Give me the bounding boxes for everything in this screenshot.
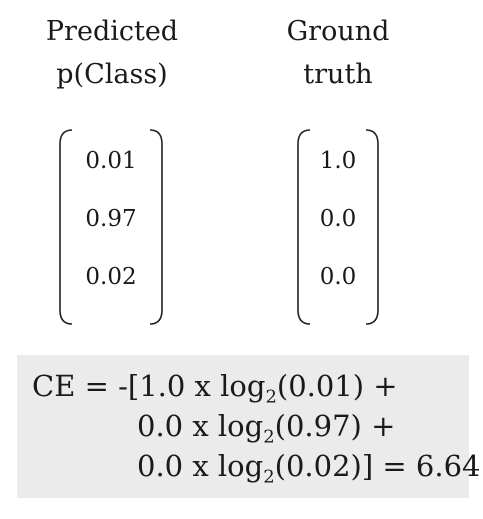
formula-line-1: CE = -[1.0 x log2(0.01) + [32, 369, 398, 406]
formula-line-1-log-base: 2 [265, 386, 277, 408]
formula-line-2-open: 0.0 x log [137, 409, 264, 443]
ground-truth-value-0: 1.0 [319, 148, 357, 174]
ground-truth-value-2: 0.0 [319, 264, 357, 290]
formula-line-3-log-base: 2 [263, 466, 275, 488]
formula-lhs: CE = [32, 369, 109, 403]
ground-truth-vector-brackets [297, 129, 379, 325]
predicted-vector: 0.01 0.97 0.02 [58, 128, 164, 326]
formula-line-3-open: 0.0 x log [137, 449, 264, 483]
ground-truth-value-1: 0.0 [319, 206, 357, 232]
ground-truth-title-line1: Ground [286, 16, 390, 47]
formula-line-2: 0.0 x log2(0.97) + [137, 409, 396, 446]
formula-line-2-arg: (0.97) + [274, 409, 396, 443]
predicted-title-line1: Predicted [45, 16, 179, 47]
formula-line-2-log-base: 2 [263, 426, 275, 448]
formula-line-3: 0.0 x log2(0.02)] = 6.64 [137, 449, 481, 486]
formula-line-1-open: -[1.0 x log [118, 369, 266, 403]
ground-truth-column-title: Ground truth [248, 10, 428, 96]
predicted-column-title: Predicted p(Class) [22, 10, 202, 96]
cross-entropy-formula: CE = -[1.0 x log2(0.01) + 0.0 x log2(0.9… [17, 355, 480, 498]
predicted-value-2: 0.02 [85, 264, 137, 290]
formula-line-3-arg: (0.02)] = 6.64 [274, 449, 481, 483]
ground-truth-vector: 1.0 0.0 0.0 [296, 128, 380, 326]
ground-truth-title-line2: truth [303, 59, 373, 90]
predicted-value-1: 0.97 [85, 206, 137, 232]
predicted-value-0: 0.01 [85, 148, 137, 174]
predicted-vector-brackets [59, 129, 163, 325]
formula-line-1-arg: (0.01) + [276, 369, 398, 403]
predicted-title-line2: p(Class) [56, 59, 168, 90]
